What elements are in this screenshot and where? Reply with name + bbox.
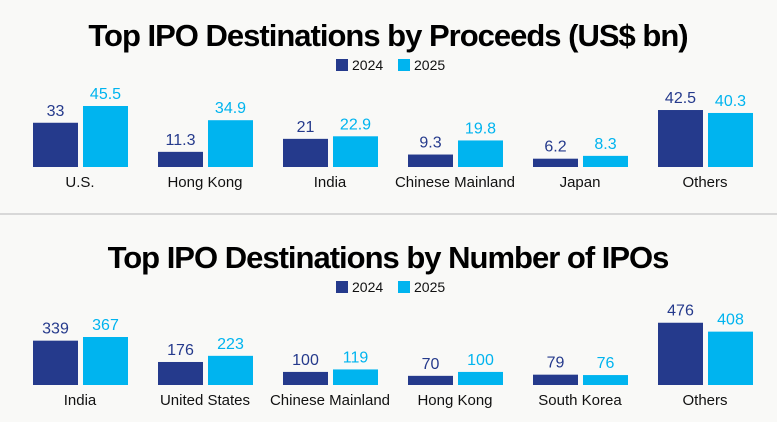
value-label-2025: 19.8: [465, 120, 496, 137]
bar-2025: [583, 375, 628, 385]
legend-swatch-2025: [398, 281, 410, 293]
bar-2025: [708, 331, 753, 385]
category-label: U.S.: [65, 174, 94, 191]
bar-2024: [533, 374, 578, 385]
category-label: Hong Kong: [167, 174, 242, 191]
bar-2024: [33, 340, 78, 385]
bar-2025: [458, 140, 503, 167]
bar-2024: [408, 375, 453, 385]
bar-group: 11.3 34.9 Hong Kong: [158, 100, 253, 191]
legend-label-2025: 2025: [414, 279, 445, 295]
legend-swatch-2024: [336, 59, 348, 71]
category-label: Others: [682, 392, 727, 409]
category-label: Hong Kong: [417, 392, 492, 409]
value-label-2025: 119: [343, 349, 369, 366]
value-label-2025: 45.5: [90, 86, 121, 103]
value-label-2025: 40.3: [715, 93, 746, 110]
bar-2025: [208, 355, 253, 385]
legend: 2024 2025: [336, 57, 445, 73]
bar-2024: [658, 322, 703, 385]
bar-group: 79 76 South Korea: [533, 355, 628, 409]
bar-2024: [658, 110, 703, 167]
bar-2025: [583, 155, 628, 167]
bar-group: 21 22.9 India: [283, 116, 378, 191]
bar-group: 42.5 40.3 Others: [658, 90, 753, 191]
value-label-2024: 42.5: [665, 90, 696, 107]
value-label-2025: 22.9: [340, 116, 371, 133]
bar-group: 339 367 India: [33, 317, 128, 409]
legend-label-2024: 2024: [352, 279, 383, 295]
value-label-2024: 9.3: [419, 135, 441, 152]
bar-2024: [408, 154, 453, 167]
bar-2025: [83, 106, 128, 167]
category-label: India: [64, 392, 97, 409]
value-label-2024: 33: [47, 103, 65, 120]
bar-2025: [83, 337, 128, 385]
legend-label-2025: 2025: [414, 57, 445, 73]
value-label-2025: 100: [467, 352, 494, 369]
bar-2024: [33, 122, 78, 167]
chart-title: Top IPO Destinations by Number of IPOs: [108, 240, 669, 275]
value-label-2024: 476: [667, 303, 694, 320]
bar-group: 70 100 Hong Kong: [408, 352, 503, 409]
value-label-2025: 76: [597, 355, 615, 372]
bar-2024: [158, 361, 203, 385]
bar-group: 6.2 8.3 Japan: [533, 136, 628, 191]
legend-label-2024: 2024: [352, 57, 383, 73]
chart-2: Top IPO Destinations by Number of IPOs 20…: [33, 240, 753, 409]
bar-2025: [458, 371, 503, 385]
category-label: United States: [160, 392, 250, 409]
chart-title: Top IPO Destinations by Proceeds (US$ bn…: [88, 18, 687, 53]
bar-2025: [333, 136, 378, 167]
value-label-2024: 79: [547, 355, 565, 372]
bar-group: 33 45.5 U.S.: [33, 86, 128, 191]
category-label: Japan: [560, 174, 601, 191]
value-label-2025: 223: [217, 336, 244, 353]
legend-swatch-2024: [336, 281, 348, 293]
value-label-2024: 6.2: [544, 139, 566, 156]
bar-2024: [283, 138, 328, 167]
value-label-2024: 100: [292, 352, 319, 369]
value-label-2025: 34.9: [215, 100, 246, 117]
bar-2025: [708, 112, 753, 167]
bar-2024: [533, 158, 578, 167]
category-label: Chinese Mainland: [395, 174, 515, 191]
category-label: Others: [682, 174, 727, 191]
value-label-2024: 11.3: [166, 132, 196, 149]
value-label-2024: 21: [297, 119, 315, 136]
value-label-2025: 8.3: [594, 136, 616, 153]
category-label: Chinese Mainland: [270, 392, 390, 409]
value-label-2024: 339: [42, 321, 69, 338]
category-label: India: [314, 174, 347, 191]
bar-group: 9.3 19.8 Chinese Mainland: [395, 120, 515, 191]
bar-group: 100 119 Chinese Mainland: [270, 349, 390, 409]
legend: 2024 2025: [336, 279, 445, 295]
bar-group: 476 408 Others: [658, 303, 753, 409]
value-label-2024: 176: [167, 342, 194, 359]
bar-2024: [158, 151, 203, 167]
chart-1: Top IPO Destinations by Proceeds (US$ bn…: [33, 18, 753, 191]
bar-2025: [333, 369, 378, 385]
value-label-2024: 70: [422, 356, 440, 373]
bar-group: 176 223 United States: [158, 336, 253, 409]
bar-2025: [208, 120, 253, 167]
legend-swatch-2025: [398, 59, 410, 71]
value-label-2025: 367: [92, 317, 119, 334]
value-label-2025: 408: [717, 312, 744, 329]
category-label: South Korea: [538, 392, 622, 409]
bar-2024: [283, 371, 328, 385]
